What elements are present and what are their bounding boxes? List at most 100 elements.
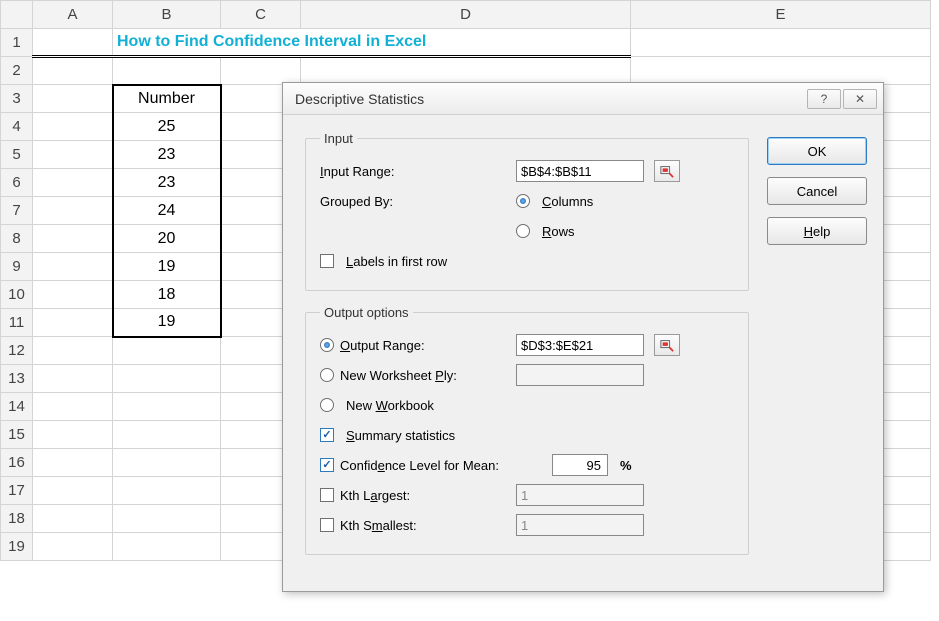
new-workbook-radio[interactable] (320, 398, 334, 412)
summary-stats-check[interactable] (320, 428, 334, 442)
cell[interactable] (33, 337, 113, 365)
help-button[interactable]: Help (767, 217, 867, 245)
cell[interactable] (113, 449, 221, 477)
cell[interactable] (113, 477, 221, 505)
grouped-columns-label: Columns (542, 194, 593, 209)
row-header[interactable]: 10 (1, 281, 33, 309)
output-range-field[interactable] (516, 334, 644, 356)
ok-button[interactable]: OK (767, 137, 867, 165)
col-header-row: A B C D E (1, 1, 931, 29)
cell[interactable] (113, 421, 221, 449)
row-header[interactable]: 18 (1, 505, 33, 533)
cell[interactable] (113, 57, 221, 85)
row-header[interactable]: 8 (1, 225, 33, 253)
row-header[interactable]: 15 (1, 421, 33, 449)
col-header[interactable]: D (301, 1, 631, 29)
range-picker-icon[interactable] (654, 334, 680, 356)
new-worksheet-radio[interactable] (320, 368, 334, 382)
labels-first-row-check[interactable] (320, 254, 334, 268)
row-header[interactable]: 5 (1, 141, 33, 169)
cell[interactable] (33, 29, 113, 57)
row-header[interactable]: 11 (1, 309, 33, 337)
cell[interactable] (631, 57, 931, 85)
cell[interactable] (33, 253, 113, 281)
grouped-rows-radio[interactable] (516, 224, 530, 238)
cell[interactable] (33, 533, 113, 561)
col-header[interactable]: E (631, 1, 931, 29)
confidence-label: Confidence Level for Mean: (340, 458, 499, 473)
data-cell[interactable]: 20 (113, 225, 221, 253)
cell[interactable] (221, 57, 301, 85)
new-workbook-label: New Workbook (346, 398, 434, 413)
cell[interactable] (33, 197, 113, 225)
cell[interactable] (33, 281, 113, 309)
new-worksheet-field (516, 364, 644, 386)
kth-largest-check[interactable] (320, 488, 334, 502)
grouped-by-label: Grouped By: (320, 194, 510, 209)
row-header[interactable]: 12 (1, 337, 33, 365)
cell[interactable] (631, 29, 931, 57)
labels-first-row-label: Labels in first row (346, 254, 447, 269)
confidence-value-field[interactable] (552, 454, 608, 476)
data-cell[interactable]: 24 (113, 197, 221, 225)
row-header[interactable]: 16 (1, 449, 33, 477)
cell[interactable] (33, 85, 113, 113)
summary-stats-label: Summary statistics (346, 428, 455, 443)
output-range-radio[interactable] (320, 338, 334, 352)
confidence-check[interactable] (320, 458, 334, 472)
cancel-button[interactable]: Cancel (767, 177, 867, 205)
col-header[interactable]: B (113, 1, 221, 29)
range-picker-icon[interactable] (654, 160, 680, 182)
cell[interactable] (33, 421, 113, 449)
cell[interactable] (33, 57, 113, 85)
cell[interactable] (113, 505, 221, 533)
cell[interactable] (113, 393, 221, 421)
close-icon[interactable]: ✕ (843, 89, 877, 109)
kth-smallest-check[interactable] (320, 518, 334, 532)
data-cell[interactable]: 23 (113, 169, 221, 197)
output-legend: Output options (320, 305, 413, 320)
col-header[interactable]: A (33, 1, 113, 29)
percent-label: % (620, 458, 632, 473)
grouped-columns-radio[interactable] (516, 194, 530, 208)
col-header[interactable]: C (221, 1, 301, 29)
help-icon[interactable]: ? (807, 89, 841, 109)
row-header[interactable]: 14 (1, 393, 33, 421)
row-header[interactable]: 4 (1, 113, 33, 141)
data-cell[interactable]: 19 (113, 253, 221, 281)
data-cell[interactable]: 25 (113, 113, 221, 141)
cell[interactable] (113, 337, 221, 365)
page-title: How to Find Confidence Interval in Excel (113, 29, 631, 57)
select-all-corner[interactable] (1, 1, 33, 29)
data-cell[interactable]: 18 (113, 281, 221, 309)
cell[interactable] (33, 477, 113, 505)
data-cell[interactable]: 23 (113, 141, 221, 169)
cell[interactable] (113, 365, 221, 393)
input-range-field[interactable] (516, 160, 644, 182)
cell[interactable] (33, 309, 113, 337)
kth-smallest-label: Kth Smallest: (340, 518, 417, 533)
row-header[interactable]: 9 (1, 253, 33, 281)
cell[interactable] (33, 393, 113, 421)
cell[interactable] (33, 505, 113, 533)
row-header[interactable]: 2 (1, 57, 33, 85)
cell[interactable] (33, 225, 113, 253)
row-header[interactable]: 7 (1, 197, 33, 225)
table-header-number[interactable]: Number (113, 85, 221, 113)
row-header[interactable]: 19 (1, 533, 33, 561)
cell[interactable] (33, 113, 113, 141)
cell[interactable] (33, 365, 113, 393)
row-header[interactable]: 17 (1, 477, 33, 505)
output-group: Output options Output Range: New Workshe… (305, 305, 749, 555)
row-header[interactable]: 3 (1, 85, 33, 113)
dialog-titlebar[interactable]: Descriptive Statistics ? ✕ (283, 83, 883, 115)
row-header[interactable]: 1 (1, 29, 33, 57)
cell[interactable] (33, 449, 113, 477)
cell[interactable] (301, 57, 631, 85)
cell[interactable] (33, 169, 113, 197)
cell[interactable] (33, 141, 113, 169)
row-header[interactable]: 6 (1, 169, 33, 197)
cell[interactable] (113, 533, 221, 561)
row-header[interactable]: 13 (1, 365, 33, 393)
data-cell[interactable]: 19 (113, 309, 221, 337)
